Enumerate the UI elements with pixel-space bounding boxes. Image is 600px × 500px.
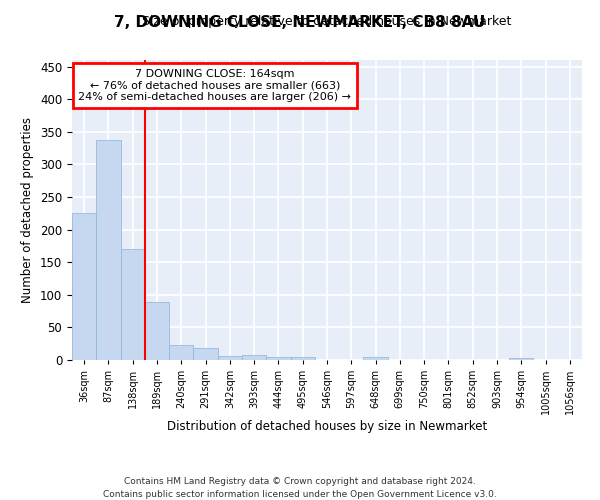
Bar (145, 302, 169, 360)
Text: 7, DOWNING CLOSE, NEWMARKET, CB8 8AU: 7, DOWNING CLOSE, NEWMARKET, CB8 8AU (115, 15, 485, 30)
Title: Size of property relative to detached houses in Newmarket: Size of property relative to detached ho… (142, 16, 512, 28)
Bar (193, 348, 218, 360)
Y-axis label: Number of detached properties: Number of detached properties (22, 117, 34, 303)
Text: 7 DOWNING CLOSE: 164sqm
← 76% of detached houses are smaller (663)
24% of semi-d: 7 DOWNING CLOSE: 164sqm ← 76% of detache… (79, 69, 352, 102)
Bar (290, 358, 315, 360)
Bar (121, 249, 145, 360)
Bar (96, 140, 121, 360)
Bar (72, 212, 96, 360)
Bar (364, 358, 388, 360)
Bar (169, 345, 193, 360)
X-axis label: Distribution of detached houses by size in Newmarket: Distribution of detached houses by size … (167, 420, 487, 433)
Bar (242, 355, 266, 360)
Bar (266, 356, 290, 360)
Text: Contains HM Land Registry data © Crown copyright and database right 2024.
Contai: Contains HM Land Registry data © Crown c… (103, 478, 497, 499)
Bar (218, 356, 242, 360)
Bar (509, 358, 533, 360)
